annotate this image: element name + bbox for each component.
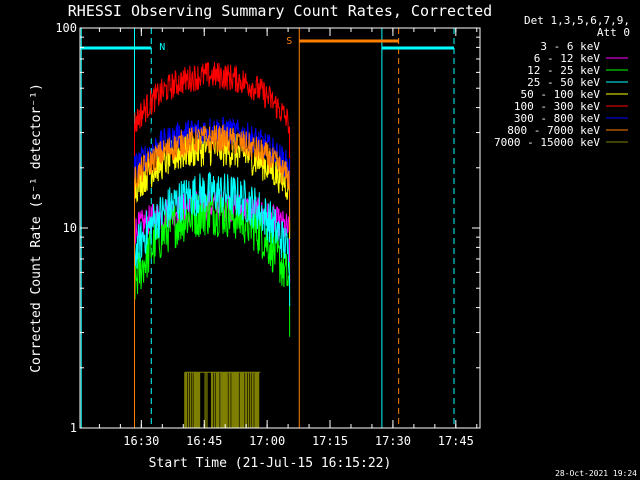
y-tick-label: 1 <box>70 421 77 435</box>
x-axis-label: Start Time (21-Jul-15 16:15:22) <box>149 456 392 471</box>
night-label: N <box>159 42 165 53</box>
chart-title: RHESSI Observing Summary Count Rates, Co… <box>68 2 492 20</box>
legend-entry-label: 7000 - 15000 keV <box>494 136 600 149</box>
x-tick-label: 16:45 <box>186 434 222 448</box>
x-tick-label: 17:15 <box>312 434 348 448</box>
legend-entry-label: 25 - 50 keV <box>527 76 600 89</box>
legend-entry-label: 800 - 7000 keV <box>507 124 600 137</box>
legend-title-line: Det 1,3,5,6,7,9, <box>524 14 630 27</box>
legend-entry-label: 6 - 12 keV <box>534 52 601 65</box>
series-8 <box>184 371 261 428</box>
x-tick-label: 17:30 <box>375 434 411 448</box>
x-tick-label: 16:30 <box>123 434 159 448</box>
y-axis-label: Corrected Count Rate (s⁻¹ detector⁻¹) <box>29 83 44 373</box>
legend-entry-label: 3 - 6 keV <box>540 40 600 53</box>
x-tick-label: 17:45 <box>438 434 474 448</box>
series-line-2 <box>134 193 291 428</box>
series-line-3 <box>134 171 291 428</box>
legend-entry-label: 300 - 800 keV <box>514 112 600 125</box>
legend-title-line: Att 0 <box>597 26 630 39</box>
legend-entry-label: 100 - 300 keV <box>514 100 600 113</box>
y-tick-label: 100 <box>55 21 77 35</box>
series-line-5 <box>134 62 291 428</box>
legend-entry-label: 50 - 100 keV <box>521 88 601 101</box>
series-line-0 <box>134 110 291 428</box>
x-tick-label: 17:00 <box>249 434 285 448</box>
generation-timestamp: 28-Oct-2021 19:24 <box>555 469 637 478</box>
y-tick-label: 10 <box>63 221 77 235</box>
saa-label: S <box>286 36 292 47</box>
legend-entry-label: 12 - 25 keV <box>527 64 600 77</box>
series-line-7 <box>134 124 291 428</box>
